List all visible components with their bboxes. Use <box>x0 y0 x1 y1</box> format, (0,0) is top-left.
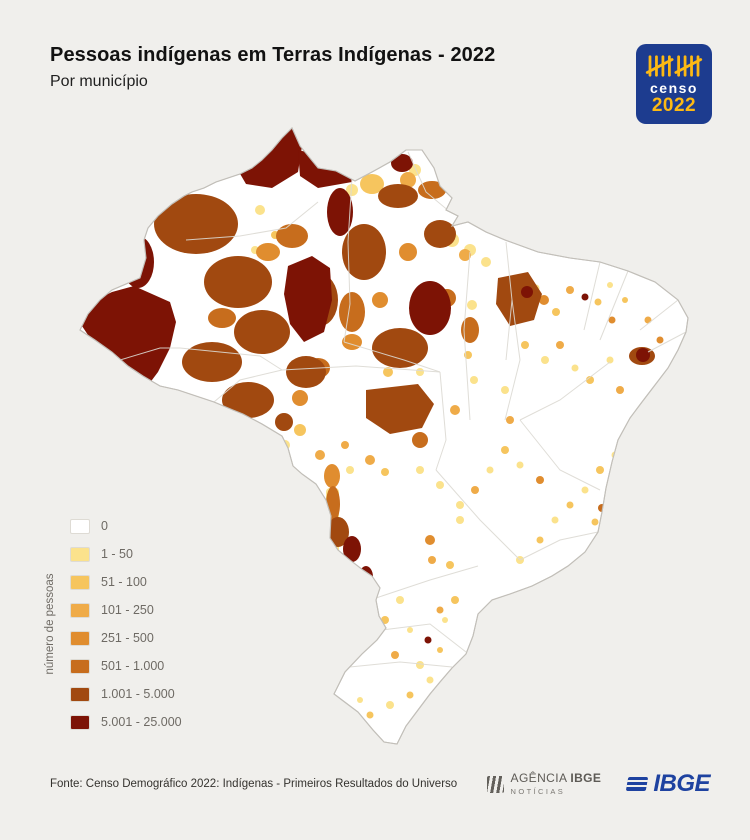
page-subtitle: Por município <box>50 73 148 90</box>
state-borders <box>119 151 687 669</box>
agencia-icon <box>486 775 504 793</box>
municipality-regions <box>82 128 687 719</box>
legend-swatch <box>70 546 90 562</box>
legend-swatch <box>70 714 90 730</box>
legend-swatch <box>70 630 90 646</box>
censo-logo-word: censo <box>650 79 698 96</box>
footer: Fonte: Censo Demográfico 2022: Indígenas… <box>50 770 710 798</box>
legend-item: 1.001 - 5.000 <box>70 680 182 708</box>
header: Pessoas indígenas em Terras Indígenas - … <box>50 44 495 91</box>
regions-class-6 <box>154 184 655 547</box>
ibge-flag-icon <box>626 777 649 791</box>
legend-item: 501 - 1.000 <box>70 652 182 680</box>
legend-item: 0 <box>70 512 182 540</box>
legend-item: 101 - 250 <box>70 596 182 624</box>
agencia-name-bold: IBGE <box>570 771 602 786</box>
source-text: Fonte: Censo Demográfico 2022: Indígenas… <box>50 778 458 790</box>
legend-swatch <box>70 686 90 702</box>
regions-class-2 <box>271 174 656 719</box>
brazil-outline-stroke <box>79 127 689 745</box>
legend-item: 5.001 - 25.000 <box>70 708 182 736</box>
tally-marks-icon <box>645 54 703 77</box>
legend-item: 251 - 500 <box>70 624 182 652</box>
legend-item: 51 - 100 <box>70 568 182 596</box>
legend-item: 1 - 50 <box>70 540 182 568</box>
legend-swatch <box>70 574 90 590</box>
agencia-ibge-noticias-logo: AGÊNCIA IBGE NOTÍCIAS <box>486 771 602 796</box>
agencia-sub-label: NOTÍCIAS <box>510 786 566 796</box>
censo-2022-logo: censo 2022 <box>636 44 712 124</box>
legend-swatch <box>70 658 90 674</box>
censo-logo-year: 2022 <box>651 94 697 116</box>
footer-logos: AGÊNCIA IBGE NOTÍCIAS IBGE <box>486 770 710 798</box>
legend-swatch <box>70 602 90 618</box>
legend-swatch <box>70 518 90 534</box>
agencia-name-light: AGÊNCIA <box>510 771 568 786</box>
map-legend: 0 1 - 50 51 - 100 101 - 250 251 - 500 50… <box>70 512 182 736</box>
ibge-logo: IBGE <box>626 770 710 798</box>
ibge-logo-text: IBGE <box>653 770 710 797</box>
legend-axis-label: número de pessoas <box>44 573 56 675</box>
page-title: Pessoas indígenas em Terras Indígenas - … <box>50 44 496 66</box>
